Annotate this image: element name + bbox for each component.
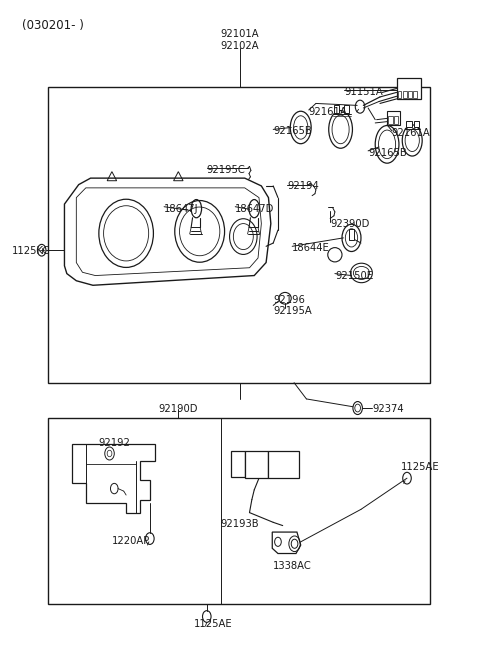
FancyBboxPatch shape (414, 121, 420, 128)
Text: 18647D: 18647D (235, 204, 275, 214)
Text: 1125AE: 1125AE (193, 619, 232, 629)
Text: 1125KC: 1125KC (12, 246, 51, 256)
Text: 1220AP: 1220AP (112, 536, 150, 546)
FancyBboxPatch shape (388, 116, 393, 124)
FancyBboxPatch shape (230, 451, 245, 477)
FancyBboxPatch shape (334, 105, 339, 113)
Text: 92193B: 92193B (221, 519, 259, 529)
Text: 92192: 92192 (98, 438, 130, 448)
FancyBboxPatch shape (344, 105, 349, 113)
Text: 1338AC: 1338AC (273, 561, 312, 572)
Text: 92194: 92194 (288, 181, 319, 191)
FancyBboxPatch shape (396, 78, 421, 99)
FancyBboxPatch shape (408, 91, 412, 98)
FancyBboxPatch shape (403, 91, 407, 98)
FancyBboxPatch shape (397, 91, 401, 98)
Text: 92195C: 92195C (207, 165, 246, 176)
Text: (030201- ): (030201- ) (22, 19, 84, 32)
Text: 92195A: 92195A (273, 307, 312, 316)
Text: 18647J: 18647J (164, 204, 199, 214)
FancyBboxPatch shape (245, 451, 268, 478)
Text: 92150F: 92150F (335, 271, 372, 280)
Text: 92374: 92374 (373, 404, 405, 415)
Text: 91151A: 91151A (344, 87, 383, 98)
Text: 92102A: 92102A (221, 41, 259, 51)
Text: 92165B: 92165B (368, 149, 407, 159)
Text: 92161A: 92161A (392, 128, 431, 138)
Text: 1125AE: 1125AE (401, 462, 440, 472)
FancyBboxPatch shape (349, 229, 354, 240)
Text: 92161A: 92161A (309, 107, 348, 117)
Text: 92101A: 92101A (221, 29, 259, 39)
Text: 92196: 92196 (273, 295, 305, 305)
FancyBboxPatch shape (387, 111, 400, 125)
Text: 92190D: 92190D (158, 404, 198, 415)
FancyBboxPatch shape (406, 121, 412, 128)
FancyBboxPatch shape (394, 116, 398, 124)
Text: 18644E: 18644E (292, 243, 330, 253)
Text: 92165B: 92165B (273, 126, 312, 136)
FancyBboxPatch shape (413, 91, 417, 98)
FancyBboxPatch shape (268, 451, 300, 478)
Text: 92390D: 92390D (330, 219, 370, 229)
